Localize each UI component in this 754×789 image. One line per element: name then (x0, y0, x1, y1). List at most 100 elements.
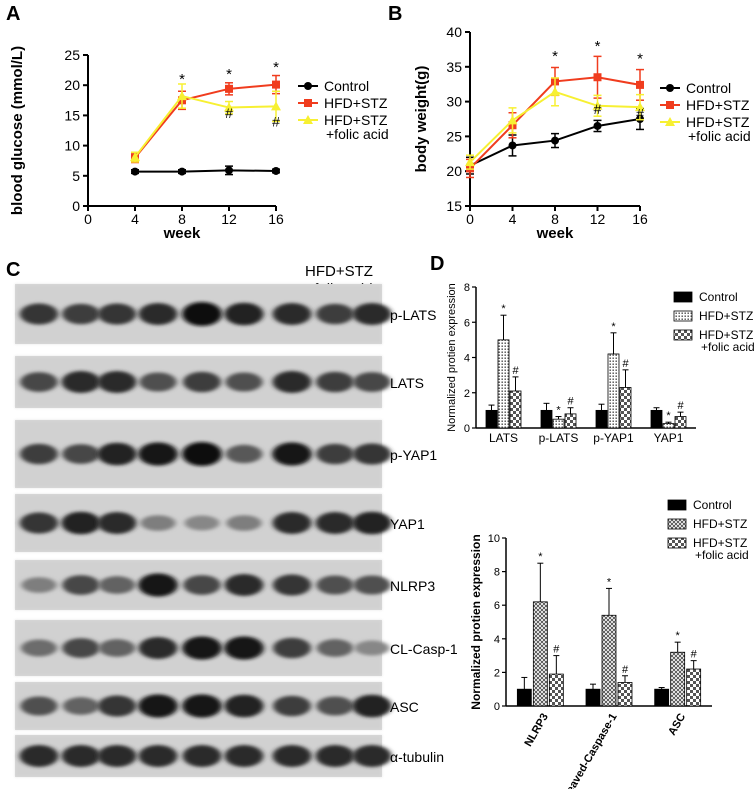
significance-mark: # (594, 101, 602, 117)
y-tick-label: 35 (446, 59, 462, 75)
y-axis-label: Normalized protien expression (446, 283, 458, 432)
significance-mark: * (607, 576, 612, 588)
blot-band (98, 576, 136, 594)
panel-label-b: B (388, 3, 402, 25)
x-tick-label: 0 (84, 211, 92, 227)
data-point (592, 100, 603, 110)
y-tick-label: 10 (64, 138, 80, 154)
significance-mark: * (179, 71, 185, 88)
blot-band (62, 638, 100, 658)
blot-band (272, 442, 312, 466)
significance-mark: # (272, 113, 280, 129)
bar-hfd-stz-folic-acid (564, 413, 577, 429)
blot-band (97, 512, 137, 534)
blot-band (182, 745, 222, 767)
chart-body-weight: 0 4 8 12 16 15 20 25 30 35 40 week body weight(g) * * *… (413, 24, 751, 242)
legend-label: HFD+STZ (699, 309, 753, 323)
data-point (465, 157, 475, 167)
bar-hfd-stz-folic-acid (619, 387, 632, 429)
blot-row-p-yap1: p-YAP1 (15, 420, 437, 488)
bar-control (595, 409, 608, 429)
y-tick-label: 15 (64, 107, 80, 123)
data-point (635, 102, 645, 112)
bar-control (516, 688, 532, 707)
significance-mark: # (636, 105, 644, 121)
significance-mark: # (567, 396, 574, 408)
legend-swatch (673, 310, 693, 322)
blot-band (316, 575, 354, 595)
blot-band (316, 696, 354, 716)
panel-label-c: C (6, 259, 20, 281)
bar-hfd-stz (607, 353, 620, 429)
blot-band (62, 697, 100, 715)
legend-label: HFD+STZ (686, 97, 750, 113)
data-point (224, 102, 234, 112)
legend-label: +folic acid (701, 340, 754, 354)
blot-band (352, 303, 392, 325)
blot-band (353, 575, 391, 595)
x-tick-label: 12 (590, 211, 606, 227)
bar-control (485, 409, 498, 429)
blot-band (61, 371, 101, 393)
significance-mark: * (273, 59, 279, 76)
legend-marker (666, 84, 674, 92)
data-point (131, 167, 139, 176)
data-point (636, 80, 644, 89)
y-tick-label: 0 (464, 423, 470, 435)
x-tick-label: 16 (632, 211, 648, 227)
y-axis-label: body weight(g) (413, 66, 430, 173)
legend-label: Control (693, 498, 732, 512)
bar-hfd-stz-folic-acid (509, 390, 522, 429)
blot-band (224, 694, 264, 718)
significance-mark: * (501, 303, 506, 315)
data-point (551, 136, 559, 145)
data-point (550, 86, 560, 96)
legend-label: +folic acid (695, 548, 749, 562)
y-axis-label: blood glucose (mmol/L) (9, 46, 26, 215)
series-line (135, 169, 277, 173)
bar-hfd-stz-folic-acid (617, 682, 633, 707)
blot-band (316, 371, 354, 393)
blot-band (353, 372, 391, 392)
legend-swatch (667, 518, 687, 530)
blot-band (272, 745, 312, 767)
blot-band (97, 695, 137, 717)
significance-mark: * (676, 630, 681, 642)
blot-band (138, 303, 178, 325)
blot-band (97, 371, 137, 393)
panel-label-d: D (430, 253, 444, 275)
blot-band (97, 303, 137, 325)
legend-label: +folic acid (326, 126, 389, 142)
y-tick-label: 30 (446, 94, 462, 110)
blot-band (20, 696, 58, 716)
legend-marker (304, 82, 312, 90)
data-point (178, 167, 186, 176)
data-point (130, 152, 140, 162)
y-tick-label: 25 (446, 128, 462, 144)
data-point (272, 166, 280, 175)
series-control (131, 165, 280, 176)
blot-band (21, 577, 57, 593)
blot-band (138, 442, 178, 466)
blot-band (316, 303, 354, 325)
blot-band (354, 640, 390, 656)
blot-band (224, 636, 264, 660)
bar-hfd-stz (532, 601, 548, 707)
blot-band (316, 443, 354, 465)
blot-band (98, 639, 136, 657)
legend-label: HFD+STZ (686, 114, 750, 130)
blot-band (273, 695, 311, 717)
y-tick-label: 4 (464, 353, 470, 365)
blot-band (62, 444, 100, 464)
blot-row-label: NLRP3 (390, 578, 435, 594)
legend-marker (304, 99, 312, 107)
x-axis-label: week (163, 225, 201, 242)
y-tick-label: 6 (494, 600, 500, 612)
significance-mark: * (595, 38, 601, 55)
blot-row-label: p-LATS (390, 307, 436, 323)
significance-mark: # (622, 664, 629, 676)
significance-mark: * (538, 551, 543, 563)
blot-band (225, 372, 263, 392)
blot-row-label: YAP1 (390, 516, 425, 532)
